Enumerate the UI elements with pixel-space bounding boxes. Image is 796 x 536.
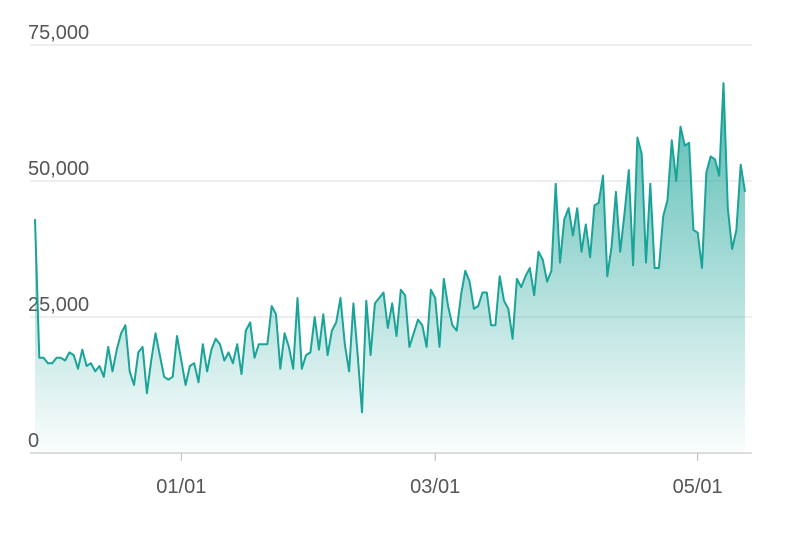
y-tick-label: 50,000 [28,158,89,180]
line [34,82,746,414]
area-fill [35,83,745,453]
y-tick-label: 0 [28,430,39,452]
x-tick-label: 01/01 [156,476,206,498]
x-tick-label: 05/01 [673,476,723,498]
y-tick-label: 75,000 [28,22,89,44]
x-tick-label: 03/01 [410,476,460,498]
y-tick-label: 25,000 [28,294,89,316]
